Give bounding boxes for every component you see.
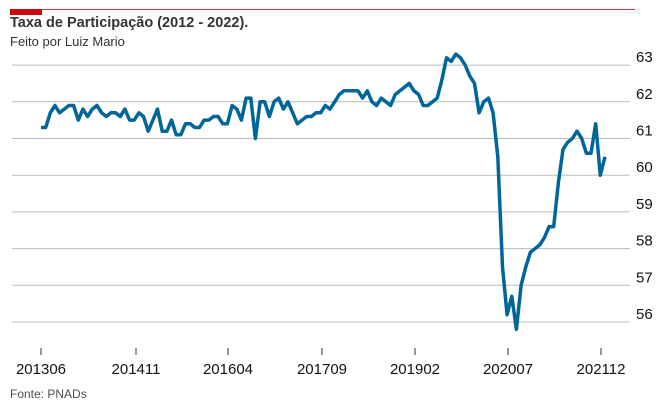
- header-accent-bar: [10, 9, 42, 15]
- y-axis-ticks: 56 57 58 59 60 61 62 63: [636, 49, 653, 323]
- x-tick-label: 201709: [297, 361, 347, 378]
- y-tick-label: 62: [636, 86, 653, 103]
- y-tick-label: 59: [636, 196, 653, 213]
- y-tick-label: 56: [636, 306, 653, 323]
- y-tick-label: 63: [636, 49, 653, 66]
- y-tick-label: 57: [636, 269, 653, 286]
- x-axis-ticks: 201306 201411 201604 201709 201902 202007 2021…: [16, 348, 626, 378]
- series-layer: [41, 52, 607, 332]
- x-tick-label: 201902: [390, 361, 440, 378]
- y-tick-label: 58: [636, 233, 653, 250]
- grid-lines: [12, 64, 630, 323]
- y-tick-label: 61: [636, 123, 653, 140]
- x-tick-label: 201411: [112, 361, 161, 378]
- x-tick-label: 202007: [483, 361, 533, 378]
- header-rule: [10, 9, 635, 10]
- chart-subtitle: Feito por Luiz Mario: [10, 34, 125, 49]
- chart-title: Taxa de Participação (2012 - 2022).: [10, 15, 249, 31]
- source-note: Fonte: PNADs: [10, 387, 87, 401]
- x-tick-label: 201306: [16, 361, 66, 378]
- x-tick-label: 201604: [203, 361, 253, 378]
- x-tick-label: 202112: [577, 361, 626, 378]
- y-tick-label: 60: [636, 159, 653, 176]
- series-line-taxa-de-participacao: [41, 52, 607, 332]
